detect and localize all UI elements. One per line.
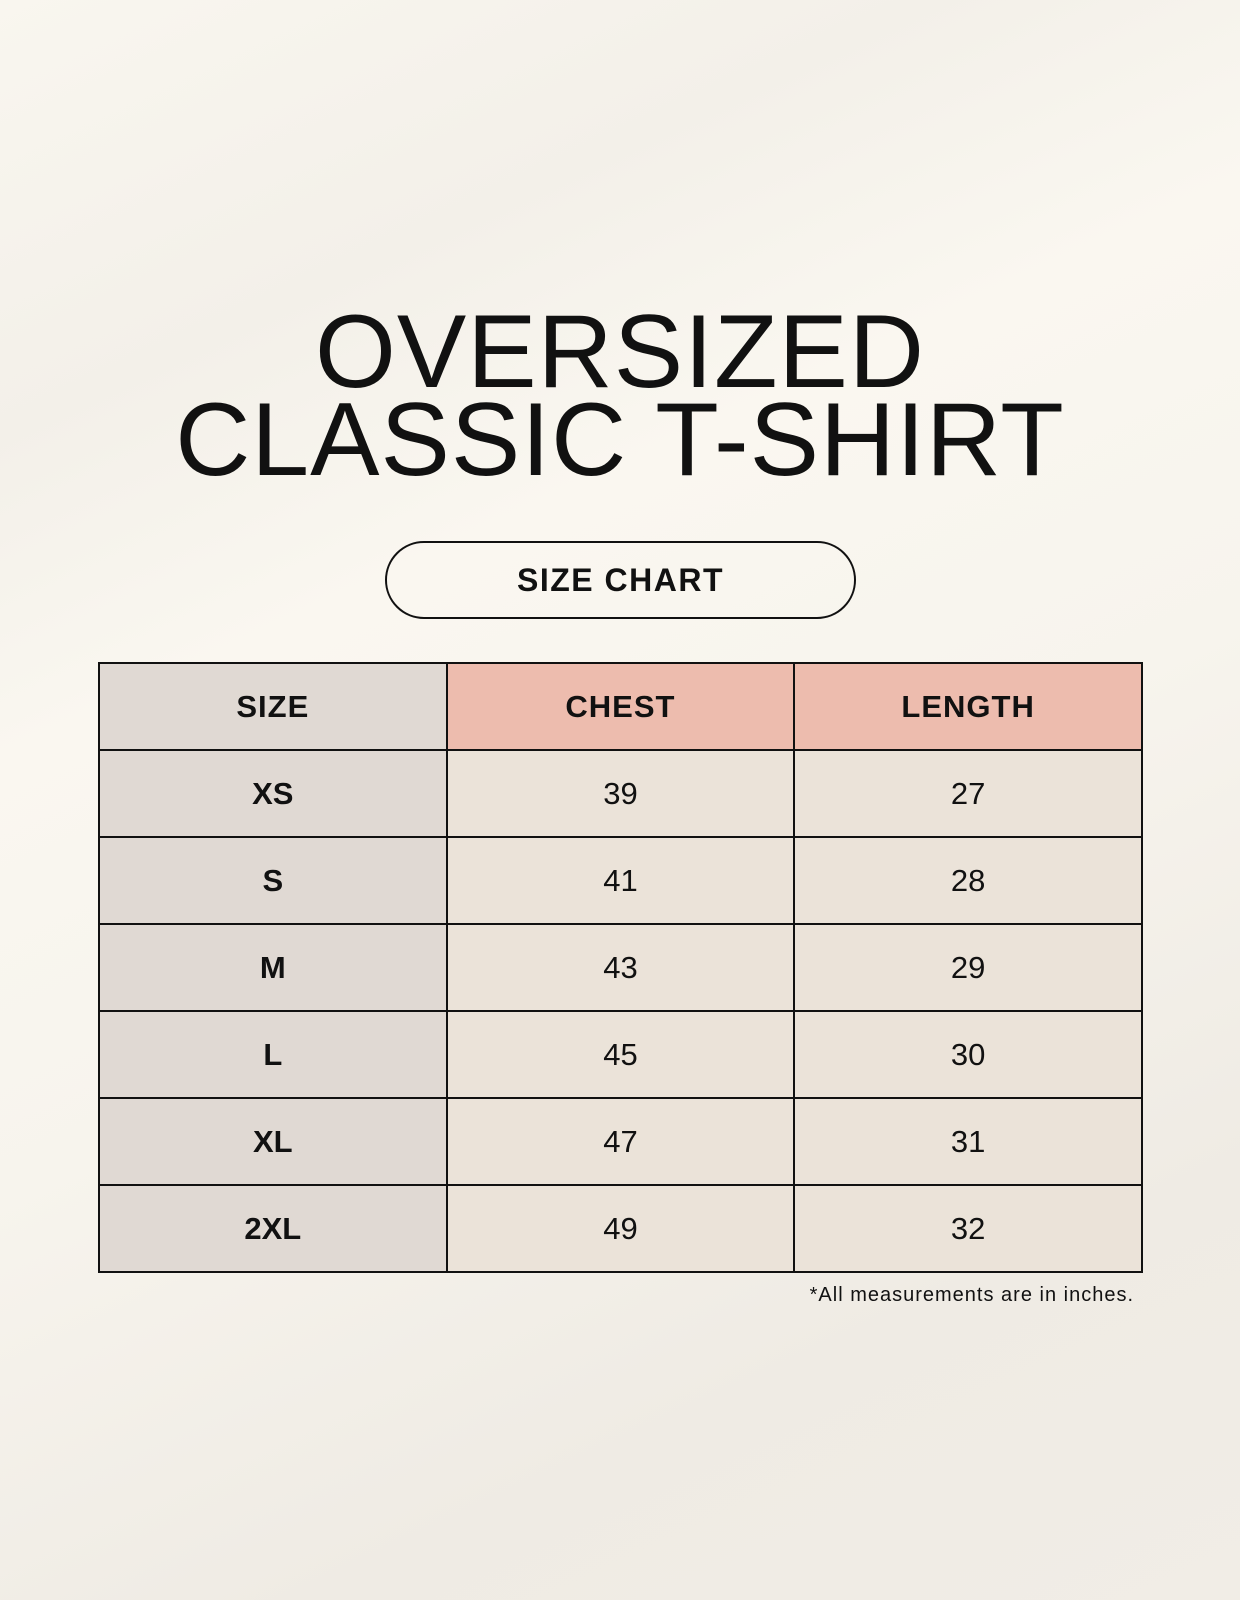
cell-chest: 39 xyxy=(445,749,796,838)
footnote: *All measurements are in inches. xyxy=(809,1284,1134,1306)
table-row: S 41 28 xyxy=(98,836,1143,925)
table-row: XS 39 27 xyxy=(98,749,1143,838)
cell-size: 2XL xyxy=(98,1184,448,1273)
title-line-2: CLASSIC T-SHIRT xyxy=(175,382,1065,498)
title-line-1: OVERSIZED xyxy=(315,294,925,410)
table-row: 2XL 49 32 xyxy=(98,1184,1143,1273)
cell-chest: 43 xyxy=(445,923,796,1012)
table-header-row: SIZE CHEST LENGTH xyxy=(98,662,1143,751)
page-title: OVERSIZED CLASSIC T-SHIRT xyxy=(0,294,1240,498)
cell-length: 30 xyxy=(793,1010,1143,1099)
table-row: M 43 29 xyxy=(98,923,1143,1012)
cell-chest: 49 xyxy=(445,1184,796,1273)
cell-size: S xyxy=(98,836,448,925)
cell-size: M xyxy=(98,923,448,1012)
cell-length: 28 xyxy=(793,836,1143,925)
header-length: LENGTH xyxy=(793,662,1143,751)
cell-length: 29 xyxy=(793,923,1143,1012)
cell-size: L xyxy=(98,1010,448,1099)
cell-chest: 41 xyxy=(445,836,796,925)
cell-size: XS xyxy=(98,749,448,838)
cell-chest: 45 xyxy=(445,1010,796,1099)
cell-chest: 47 xyxy=(445,1097,796,1186)
size-chart-badge: SIZE CHART xyxy=(385,541,856,619)
cell-length: 32 xyxy=(793,1184,1143,1273)
size-table: SIZE CHEST LENGTH XS 39 27 S 41 28 M 43 29 L 45 30 X… xyxy=(98,662,1143,1273)
cell-length: 27 xyxy=(793,749,1143,838)
table-row: XL 47 31 xyxy=(98,1097,1143,1186)
header-chest: CHEST xyxy=(445,662,796,751)
header-size: SIZE xyxy=(98,662,448,751)
table-row: L 45 30 xyxy=(98,1010,1143,1099)
cell-length: 31 xyxy=(793,1097,1143,1186)
cell-size: XL xyxy=(98,1097,448,1186)
